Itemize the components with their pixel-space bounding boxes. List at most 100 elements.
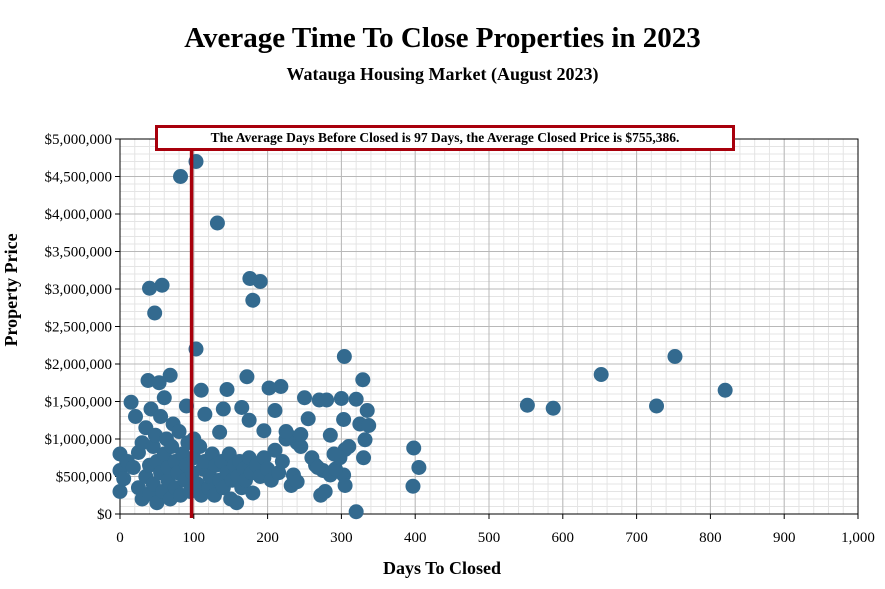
data-point (649, 398, 665, 414)
data-point (171, 424, 187, 439)
data-point (405, 478, 421, 494)
data-point (293, 427, 309, 442)
data-point (267, 442, 283, 458)
data-point (125, 460, 141, 475)
data-point (348, 391, 364, 407)
chart-subtitle: Watauga Housing Market (August 2023) (286, 64, 599, 84)
data-point (112, 484, 128, 499)
y-tick-label: $0 (97, 507, 112, 523)
y-tick-label: $5,000,000 (45, 132, 113, 148)
data-point (192, 439, 208, 454)
data-point (164, 439, 180, 454)
x-tick-label: 900 (773, 530, 796, 546)
y-tick-label: $3,500,000 (45, 245, 113, 261)
data-point (293, 439, 309, 454)
data-point (147, 305, 163, 321)
data-point (361, 418, 377, 433)
data-point (197, 406, 213, 422)
data-point (154, 277, 170, 293)
data-point (326, 446, 342, 462)
data-point (234, 400, 250, 415)
data-point (717, 382, 733, 398)
data-point (252, 274, 268, 289)
data-point (241, 412, 257, 428)
average-annotation: The Average Days Before Closed is 97 Day… (155, 125, 735, 151)
data-point (327, 461, 343, 477)
data-point (357, 432, 373, 448)
data-point (406, 440, 422, 456)
data-point (153, 409, 169, 424)
y-tick-label: $500,000 (56, 470, 112, 486)
y-tick-label: $2,500,000 (45, 320, 113, 336)
data-point (261, 380, 277, 396)
y-axis-label: Property Price (1, 233, 21, 346)
data-point (229, 495, 245, 511)
data-point (593, 367, 609, 382)
x-axis-label: Days To Closed (383, 558, 501, 578)
data-point (519, 397, 535, 413)
data-point (145, 439, 161, 454)
data-point (142, 280, 158, 296)
x-tick-label: 800 (699, 530, 722, 546)
data-point (127, 409, 143, 424)
data-point (221, 446, 237, 462)
data-point (333, 391, 349, 406)
data-point (123, 394, 139, 410)
data-point (348, 504, 364, 520)
y-tick-label: $1,000,000 (45, 432, 113, 448)
data-point (215, 401, 231, 417)
data-point (359, 403, 375, 418)
data-point (116, 471, 132, 487)
data-point (297, 390, 312, 406)
data-point (267, 403, 283, 418)
y-tick-label: $1,500,000 (45, 395, 113, 411)
data-point (278, 424, 294, 439)
data-point (256, 423, 272, 439)
data-point (173, 169, 189, 184)
data-point (239, 369, 255, 385)
x-tick-label: 1,000 (841, 530, 875, 546)
x-tick-label: 600 (552, 530, 575, 546)
data-point (156, 390, 172, 406)
data-point (245, 292, 261, 308)
data-point (317, 484, 333, 499)
chart-title: Average Time To Close Properties in 2023 (184, 22, 701, 54)
data-point (130, 480, 146, 496)
data-point (341, 439, 357, 454)
data-point (355, 372, 371, 388)
data-point (151, 375, 167, 391)
data-point (219, 382, 235, 397)
y-tick-label: $4,500,000 (45, 170, 113, 186)
x-tick-label: 200 (256, 530, 279, 546)
data-point (193, 382, 209, 398)
data-point (209, 215, 225, 231)
data-point (322, 427, 338, 443)
x-tick-label: 400 (404, 530, 427, 546)
data-point (273, 379, 289, 394)
data-point (274, 454, 290, 469)
data-point (667, 349, 683, 364)
x-tick-label: 500 (478, 530, 501, 546)
y-tick-label: $3,000,000 (45, 282, 113, 298)
data-point (411, 460, 427, 475)
data-point (311, 392, 327, 408)
data-point (300, 411, 316, 427)
data-point (310, 460, 326, 475)
y-tick-label: $2,000,000 (45, 357, 113, 373)
data-points (112, 154, 733, 520)
data-point (336, 349, 352, 364)
y-tick-label: $4,000,000 (45, 207, 113, 223)
x-tick-label: 0 (116, 530, 124, 546)
data-point (256, 450, 272, 466)
x-tick-label: 100 (183, 530, 206, 546)
data-point (162, 367, 178, 383)
x-tick-label: 700 (625, 530, 648, 546)
data-point (212, 424, 228, 440)
data-point (336, 412, 352, 427)
data-point (289, 474, 305, 490)
data-point (337, 478, 353, 493)
data-point (545, 400, 561, 416)
data-point (245, 485, 261, 501)
axes: 0 100 200 300 400 500 600 700 800 900 1,000 $0 $500,… (45, 132, 875, 546)
